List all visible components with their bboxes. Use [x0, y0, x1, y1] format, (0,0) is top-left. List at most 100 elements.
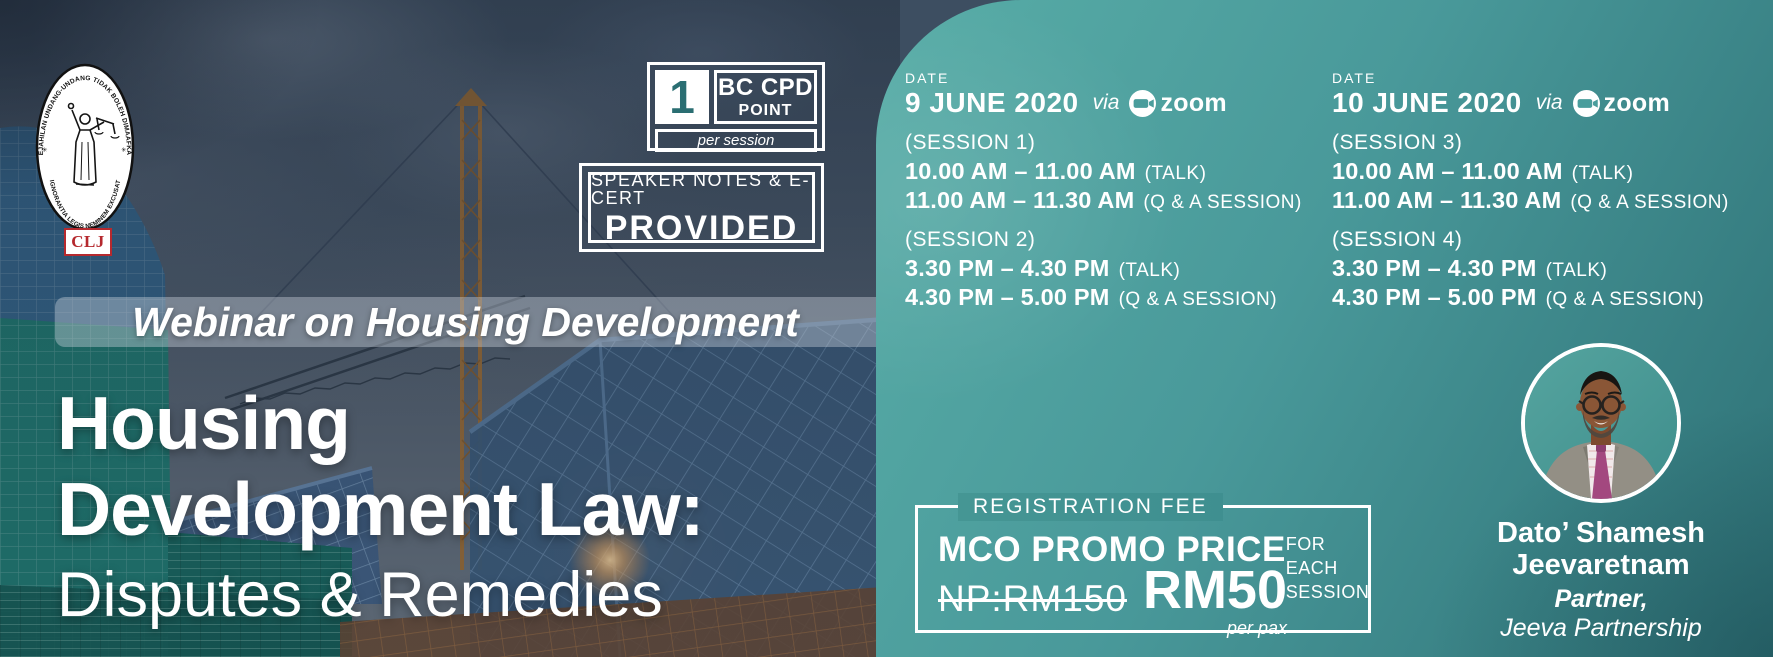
lady-justice-figure — [67, 102, 120, 186]
session-label: (SESSION 2) — [905, 228, 1036, 251]
speaker-name-line2: Jeevaretnam — [1512, 549, 1690, 581]
cpd-badge-top: 1 BC CPD POINT — [655, 70, 817, 124]
page-title: Housing Development Law: — [57, 380, 705, 552]
time-range: 3.30 PM – 4.30 PM — [1332, 255, 1537, 281]
speaker-name-line1: Dato’ Shamesh — [1497, 517, 1705, 549]
provided-line1: SPEAKER NOTES & E-CERT — [591, 169, 811, 208]
zoom-wordmark: zoom — [1603, 88, 1671, 117]
time-row: 3.30 PM – 4.30 PM (TALK) — [1332, 255, 1772, 284]
clj-wordmark-box: CLJ — [64, 228, 112, 256]
time-range: 11.00 AM – 11.30 AM — [1332, 187, 1562, 213]
schedule-column-2: DATE 10 JUNE 2020 via zoom (SESSION 3) 1… — [1332, 70, 1772, 313]
date-value: 10 JUNE 2020 — [1332, 87, 1522, 118]
session-block: (SESSION 2) 3.30 PM – 4.30 PM (TALK) 4.3… — [905, 228, 1345, 313]
for-each-line: SESSION — [1285, 582, 1370, 602]
time-kind: (Q & A SESSION) — [1143, 192, 1302, 213]
lady-justice-logo: KEJAHILAN UNDANG-UNDANG TIDAK BOLEH DIMA… — [32, 57, 135, 231]
session-label: (SESSION 3) — [1332, 131, 1463, 154]
time-row: 10.00 AM – 11.00 AM (TALK) — [1332, 158, 1772, 187]
time-row: 4.30 PM – 5.00 PM (Q & A SESSION) — [1332, 284, 1772, 313]
cpd-per-session-note: per session — [655, 129, 817, 152]
for-each-session-note: FOR EACH SESSION — [1286, 530, 1370, 604]
date-row: 10 JUNE 2020 via zoom — [1332, 87, 1772, 119]
price-row: NP:RM150 RM50 per pax — [938, 563, 1287, 637]
time-kind: (TALK) — [1144, 163, 1207, 184]
title-line1: Housing — [57, 381, 351, 465]
time-range: 4.30 PM – 5.00 PM — [905, 284, 1110, 310]
for-each-line: EACH — [1285, 558, 1338, 578]
date-value: 9 JUNE 2020 — [905, 87, 1079, 118]
time-kind: (Q & A SESSION) — [1118, 289, 1278, 310]
provided-badge-inner: SPEAKER NOTES & E-CERT PROVIDED — [588, 169, 815, 247]
logo-star-right: ✳ — [121, 146, 127, 154]
per-pax-label: per pax — [1226, 617, 1287, 638]
zoom-camera-icon — [1129, 89, 1157, 117]
sun-core — [570, 520, 650, 600]
speaker-portrait-art — [1525, 347, 1677, 499]
teal-info-panel — [876, 0, 1773, 657]
logo-star-left: ✳ — [42, 146, 48, 154]
time-kind: (Q & A SESSION) — [1570, 192, 1729, 213]
clj-emblem: KEJAHILAN UNDANG-UNDANG TIDAK BOLEH DIMA… — [32, 57, 136, 232]
time-range: 3.30 PM – 4.30 PM — [905, 255, 1110, 281]
time-row: 10.00 AM – 11.00 AM (TALK) — [905, 158, 1345, 187]
session-block: (SESSION 3) 10.00 AM – 11.00 AM (TALK) 1… — [1332, 131, 1772, 216]
zoom-logo: zoom — [1129, 88, 1227, 118]
zoom-camera-icon — [1572, 89, 1600, 117]
time-range: 11.00 AM – 11.30 AM — [905, 187, 1135, 213]
kicker-band: Webinar on Housing Development — [55, 297, 876, 347]
speaker-photo — [1521, 343, 1681, 503]
registration-fee-heading: REGISTRATION FEE — [958, 493, 1223, 521]
promo-price: RM50 — [1142, 560, 1287, 620]
time-kind: (TALK) — [1118, 260, 1181, 281]
promo-row: MCO PROMO PRICE FOR EACH SESSION — [938, 530, 1369, 604]
time-kind: (Q & A SESSION) — [1545, 289, 1705, 310]
time-row: 11.00 AM – 11.30 AM (Q & A SESSION) — [1332, 187, 1772, 216]
clj-wordmark: CLJ — [71, 232, 105, 251]
for-each-line: FOR — [1285, 534, 1326, 554]
kicker-text: Webinar on Housing Development — [132, 298, 799, 345]
session-block: (SESSION 4) 3.30 PM – 4.30 PM (TALK) 4.3… — [1332, 228, 1772, 313]
speaker-name: Dato’ Shamesh Jeevaretnam — [1431, 517, 1771, 581]
via-label: via — [1535, 91, 1563, 114]
session-label: (SESSION 1) — [905, 131, 1036, 154]
scaffold-block — [0, 532, 352, 657]
provided-line2: PROVIDED — [604, 208, 799, 247]
zoom-logo: zoom — [1572, 88, 1671, 118]
construction-photo-background — [0, 0, 900, 657]
cpd-title: BC CPD — [717, 73, 813, 101]
promo-price-block: RM50 per pax — [1142, 560, 1287, 639]
date-row: 9 JUNE 2020 via zoom — [905, 87, 1345, 119]
time-row: 11.00 AM – 11.30 AM (Q & A SESSION) — [905, 187, 1345, 216]
time-kind: (TALK) — [1571, 163, 1634, 184]
cpd-point-badge: 1 BC CPD POINT per session — [647, 62, 825, 152]
construction-scene-art — [0, 88, 900, 657]
registration-fee-box: REGISTRATION FEE MCO PROMO PRICE FOR EAC… — [915, 493, 1371, 638]
time-row: 3.30 PM – 4.30 PM (TALK) — [905, 255, 1345, 284]
time-range: 4.30 PM – 5.00 PM — [1332, 284, 1537, 310]
promo-label: MCO PROMO PRICE — [938, 530, 1286, 569]
session-block: (SESSION 1) 10.00 AM – 11.00 AM (TALK) 1… — [905, 131, 1345, 216]
zoom-wordmark: zoom — [1160, 88, 1227, 117]
rust-lattice-strip — [340, 586, 900, 657]
speaker-role: Partner, — [1554, 585, 1648, 613]
time-range: 10.00 AM – 11.00 AM — [905, 158, 1136, 184]
via-label: via — [1092, 91, 1120, 114]
glass-tower — [0, 126, 172, 657]
dark-overlay — [0, 0, 900, 657]
time-kind: (TALK) — [1545, 260, 1608, 281]
cpd-point-count: 1 — [655, 70, 709, 124]
cpd-subtitle: POINT — [738, 101, 793, 119]
time-range: 10.00 AM – 11.00 AM — [1332, 158, 1563, 184]
provided-badge: SPEAKER NOTES & E-CERT PROVIDED — [579, 163, 824, 252]
date-label: DATE — [1332, 70, 1377, 86]
schedule-column-1: DATE 9 JUNE 2020 via zoom (SESSION 1) 10… — [905, 70, 1345, 313]
title-line2: Development Law: — [57, 467, 705, 551]
time-row: 4.30 PM – 5.00 PM (Q & A SESSION) — [905, 284, 1345, 313]
date-label: DATE — [905, 70, 950, 86]
page-subtitle: Disputes & Remedies — [57, 560, 663, 630]
old-price-strikethrough: NP:RM150 — [938, 577, 1127, 619]
speaker-firm: Jeeva Partnership — [1500, 614, 1702, 642]
session-label: (SESSION 4) — [1332, 228, 1463, 251]
